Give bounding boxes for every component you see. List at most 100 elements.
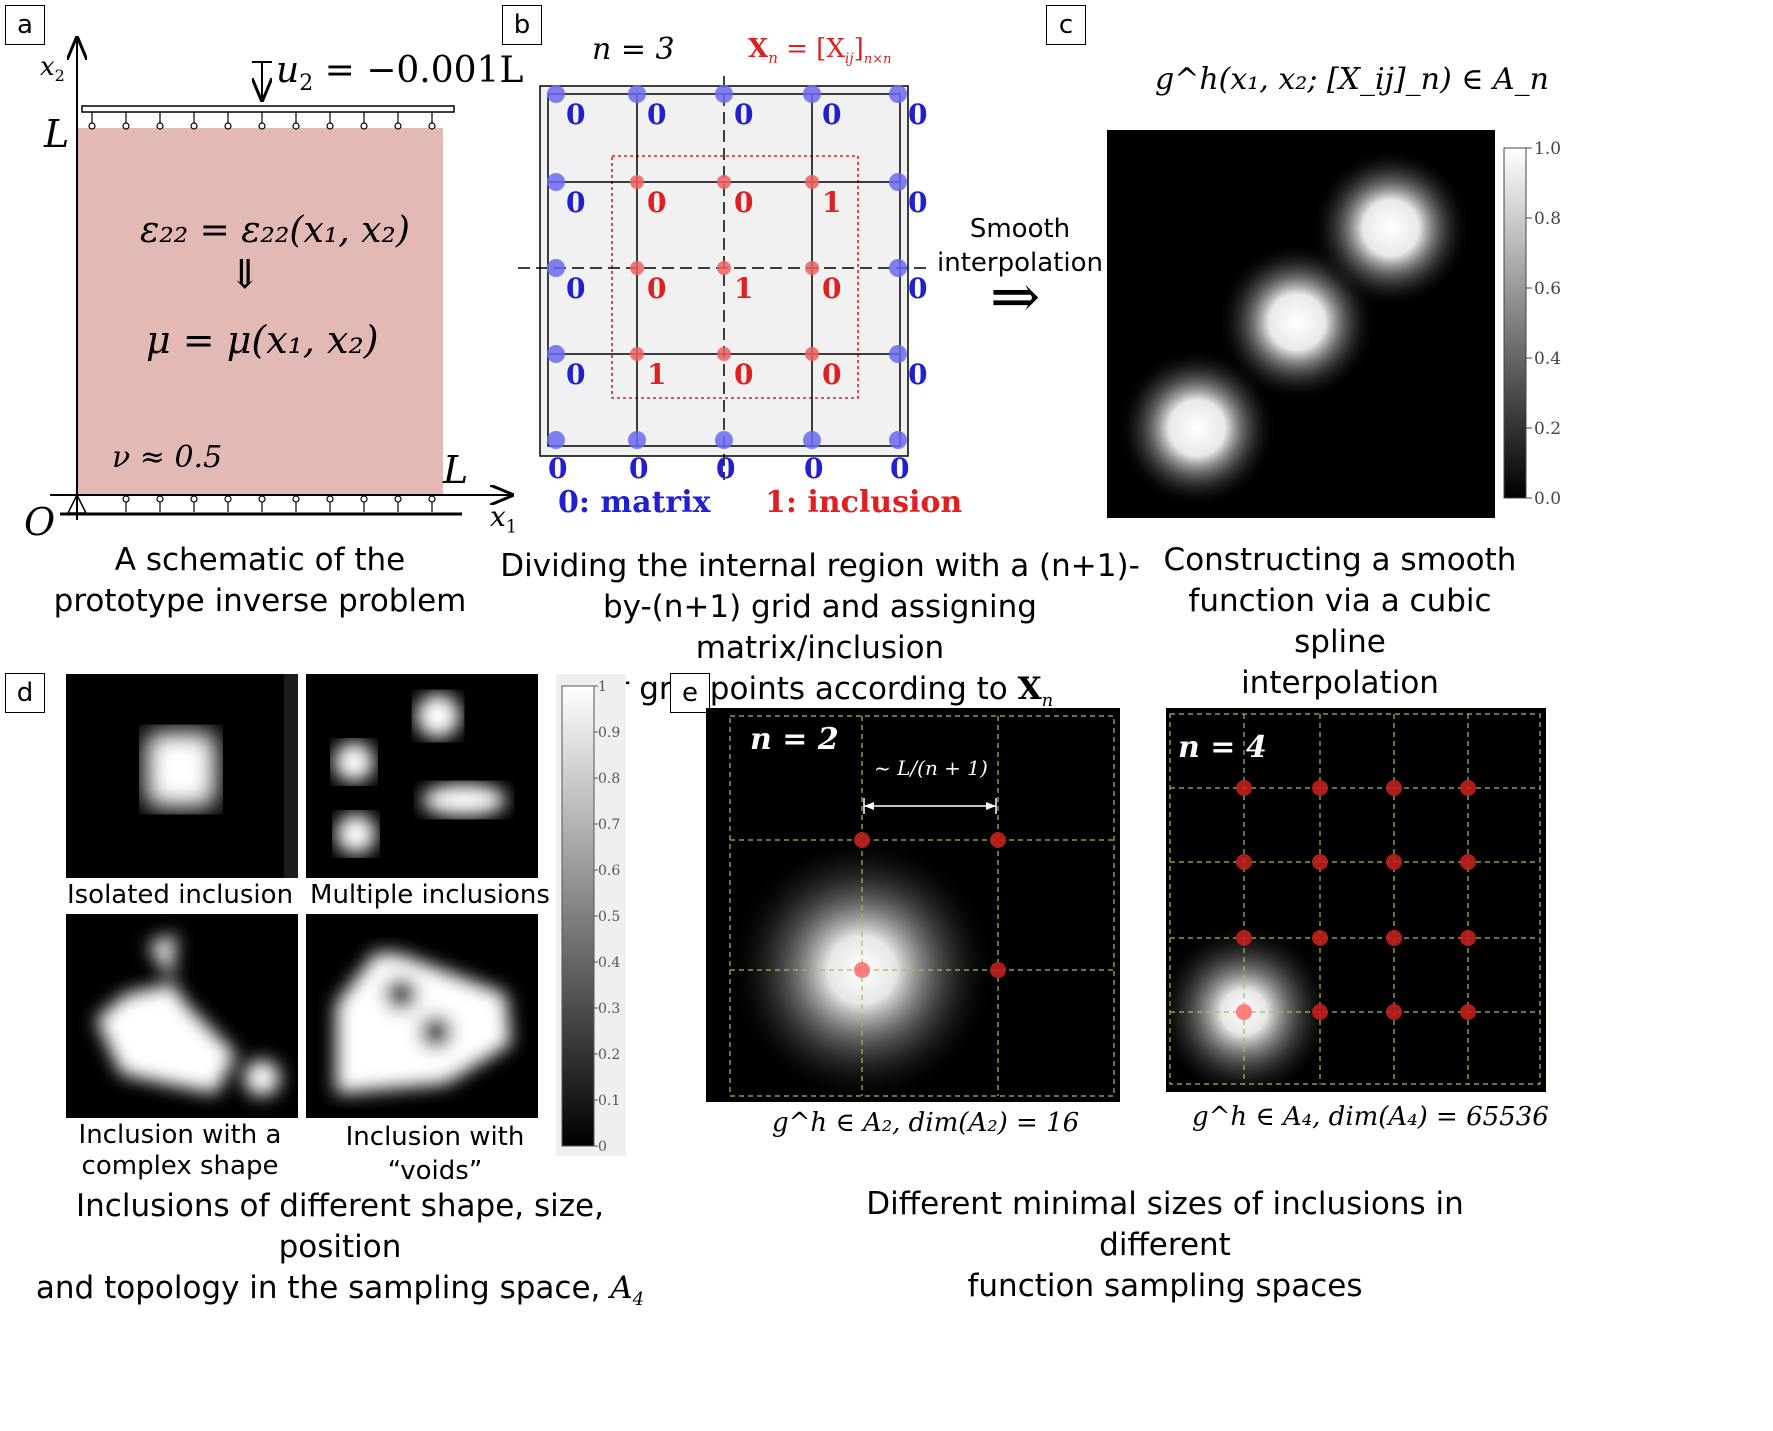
colorbar-tick-label: 0	[598, 1139, 607, 1155]
colorbar-tick-label: 0.2	[1534, 419, 1561, 439]
matrix-grid-point	[547, 173, 565, 191]
spacing-label: ~ L/(n + 1)	[874, 756, 988, 780]
axis-label-x1: x1	[490, 500, 518, 538]
length-label-right: L	[443, 448, 469, 492]
n2-label: n = 2	[750, 722, 839, 757]
grid-point	[854, 962, 870, 978]
matrix-value: 0	[566, 358, 585, 391]
inclusion-value: 0	[734, 186, 753, 219]
matrix-value: 0	[822, 98, 841, 131]
poisson-ratio: ν ≈ 0.5	[112, 440, 223, 475]
bottom-rollers	[122, 495, 436, 512]
colorbar-tick-label: 0.6	[1534, 279, 1561, 299]
sample-complex-shape	[66, 914, 298, 1118]
matrix-value: 0	[734, 98, 753, 131]
matrix-value: 0	[629, 452, 648, 485]
caption-a: A schematic of the prototype inverse pro…	[53, 542, 467, 619]
matrix-value: 0	[908, 186, 927, 219]
sample-inclusion-voids	[306, 914, 538, 1118]
inclusion-blob	[1117, 348, 1277, 508]
inner-region	[611, 155, 859, 399]
colorbar-tick-label: 0.1	[598, 1093, 620, 1109]
matrix-grid-point	[628, 85, 646, 103]
matrix-value: 0	[716, 452, 735, 485]
colorbar-d: 1 0.9 0.8 0.7 0.6 0.5 0.4 0.3 0.2 0.1 0	[556, 674, 626, 1156]
caption-e: Different minimal sizes of inclusions in…	[866, 1186, 1464, 1304]
inclusion-grid-point	[805, 175, 819, 189]
caption-n2: g^h ∈ A₂, dim(A₂) = 16	[772, 1108, 1080, 1138]
grid-point	[1460, 854, 1476, 870]
colorbar-tick-label: 0.5	[598, 909, 620, 925]
displacement-label: u2 = −0.001L	[276, 50, 524, 97]
matrix-grid-point	[547, 345, 565, 363]
matrix-grid-point	[547, 431, 565, 449]
panel-label-d: d	[5, 673, 45, 713]
panel-label-b: b	[502, 5, 542, 45]
smooth-function-image	[1107, 130, 1495, 518]
inclusion-grid-point	[805, 261, 819, 275]
matrix-grid-point	[889, 85, 907, 103]
sampling-space-n2	[706, 708, 1120, 1102]
panel-label-c: c	[1046, 5, 1086, 45]
grid-point	[1312, 930, 1328, 946]
origin-label: O	[24, 500, 56, 544]
matrix-grid-point	[889, 431, 907, 449]
caption-d: Inclusions of different shape, size, pos…	[35, 1188, 645, 1311]
inclusion-grid-point	[630, 347, 644, 361]
matrix-grid-point	[628, 431, 646, 449]
matrix-grid-point	[889, 259, 907, 277]
interpolation-label: Smooth interpolation	[937, 214, 1103, 278]
domain-region	[77, 128, 443, 495]
grid-point	[1386, 780, 1402, 796]
inclusion-value: 0	[647, 272, 666, 305]
inclusion-grid-point	[630, 175, 644, 189]
length-label-top: L	[44, 112, 70, 156]
matrix-grid-point	[547, 259, 565, 277]
grid-size-label: n = 3	[592, 32, 675, 67]
inclusion-grid-point	[717, 347, 731, 361]
implies-right-arrow: ⇒	[990, 262, 1041, 332]
top-rollers	[88, 112, 436, 130]
grid-point	[1312, 780, 1328, 796]
inclusion-grid-point	[805, 347, 819, 361]
caption-c: Constructing a smooth function via a cub…	[1163, 542, 1517, 701]
grid-point	[1236, 930, 1252, 946]
colorbar-tick-label: 0.6	[598, 863, 620, 879]
sample-isolated-inclusion	[66, 674, 298, 878]
colorbar-c: 1.0 0.8 0.6 0.4 0.2 0.0	[1503, 140, 1561, 509]
label-multiple-inclusions: Multiple inclusions	[310, 880, 550, 910]
axis-label-x2: x2	[40, 52, 65, 86]
colorbar-tick-label: 0.0	[1534, 489, 1561, 509]
matrix-grid-point	[803, 85, 821, 103]
legend-matrix: 0: matrix	[558, 485, 711, 520]
matrix-value: 0	[566, 98, 585, 131]
matrix-value: 0	[908, 98, 927, 131]
strain-equation: ε₂₂ = ε₂₂(x₁, x₂)	[140, 210, 410, 251]
shear-modulus-equation: μ = μ(x₁, x₂)	[146, 318, 379, 362]
matrix-value: 0	[908, 272, 927, 305]
matrix-value: 0	[890, 452, 909, 485]
caption-n4: g^h ∈ A₄, dim(A₄) = 65536	[1192, 1102, 1549, 1132]
grid-point	[1236, 780, 1252, 796]
matrix-value: 0	[566, 272, 585, 305]
inclusion-value: 0	[734, 358, 753, 391]
matrix-definition: Xn = [Xij]n×n	[748, 34, 892, 68]
n4-label: n = 4	[1178, 730, 1267, 765]
pin-support	[66, 493, 88, 514]
grid-point	[990, 832, 1006, 848]
colorbar-tick-label: 1	[598, 679, 607, 695]
legend-inclusion: 1: inclusion	[765, 485, 963, 520]
panel-label-a: a	[5, 5, 45, 45]
panel-label-e: e	[670, 673, 710, 713]
matrix-grid-point	[547, 85, 565, 103]
colorbar-tick-label: 0.8	[1534, 209, 1561, 229]
panel-a-schematic	[50, 0, 560, 520]
inclusion-grid-point	[717, 261, 731, 275]
matrix-value: 0	[908, 358, 927, 391]
inclusion-value: 0	[822, 272, 841, 305]
grid-point	[1236, 854, 1252, 870]
label-complex-shape: Inclusion with a complex shape	[78, 1120, 282, 1181]
inclusion-grid-point	[717, 175, 731, 189]
colorbar-tick-label: 0.2	[598, 1047, 620, 1063]
matrix-grid-point	[803, 431, 821, 449]
